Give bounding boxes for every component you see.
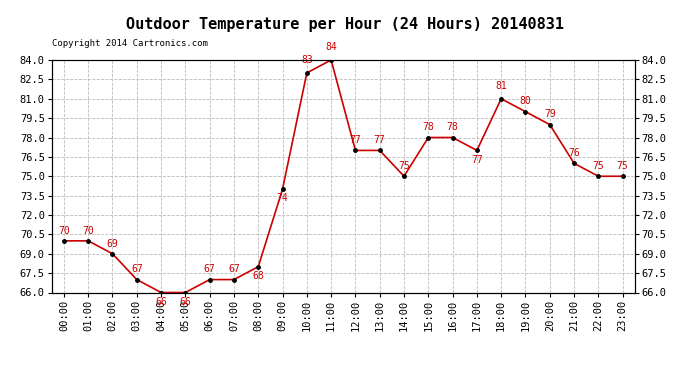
Text: 69: 69 bbox=[107, 238, 119, 249]
Text: 70: 70 bbox=[58, 226, 70, 236]
Text: 66: 66 bbox=[155, 297, 167, 307]
Text: 68: 68 bbox=[253, 271, 264, 281]
Text: 77: 77 bbox=[350, 135, 362, 145]
Text: 77: 77 bbox=[471, 154, 483, 165]
Text: 75: 75 bbox=[398, 161, 410, 171]
Text: 76: 76 bbox=[568, 148, 580, 158]
Text: 78: 78 bbox=[422, 122, 434, 132]
Text: 70: 70 bbox=[82, 226, 94, 236]
Text: Outdoor Temperature per Hour (24 Hours) 20140831: Outdoor Temperature per Hour (24 Hours) … bbox=[126, 17, 564, 32]
Text: 75: 75 bbox=[617, 161, 629, 171]
Text: 81: 81 bbox=[495, 81, 507, 91]
Text: 66: 66 bbox=[179, 297, 191, 307]
Text: Temperature  (°F): Temperature (°F) bbox=[515, 39, 620, 49]
Text: 75: 75 bbox=[593, 161, 604, 171]
Text: Copyright 2014 Cartronics.com: Copyright 2014 Cartronics.com bbox=[52, 39, 208, 48]
Text: 80: 80 bbox=[520, 96, 531, 106]
Text: 84: 84 bbox=[325, 42, 337, 52]
Text: 79: 79 bbox=[544, 110, 555, 119]
Text: 67: 67 bbox=[228, 264, 240, 274]
Text: 67: 67 bbox=[204, 264, 215, 274]
Text: 77: 77 bbox=[374, 135, 386, 145]
Text: 83: 83 bbox=[301, 55, 313, 65]
Text: 67: 67 bbox=[131, 264, 143, 274]
Text: 78: 78 bbox=[446, 122, 458, 132]
Text: 74: 74 bbox=[277, 194, 288, 203]
